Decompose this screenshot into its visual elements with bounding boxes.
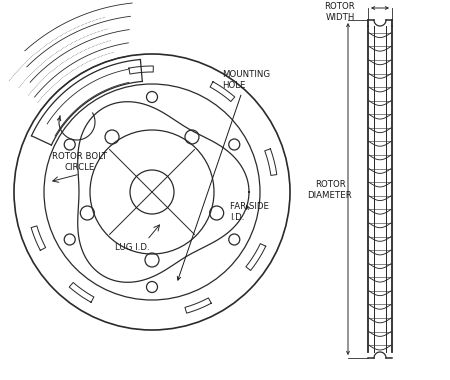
Text: FAR SIDE
I.D.: FAR SIDE I.D. bbox=[230, 202, 269, 222]
Text: ROTOR
WIDTH: ROTOR WIDTH bbox=[324, 2, 355, 22]
Text: ROTOR
DIAMETER: ROTOR DIAMETER bbox=[308, 180, 352, 200]
Text: LUG I.D.: LUG I.D. bbox=[115, 242, 149, 252]
Text: MOUNTING
HOLE: MOUNTING HOLE bbox=[177, 70, 270, 280]
Text: ROTOR BOLT
CIRCLE: ROTOR BOLT CIRCLE bbox=[53, 152, 108, 172]
